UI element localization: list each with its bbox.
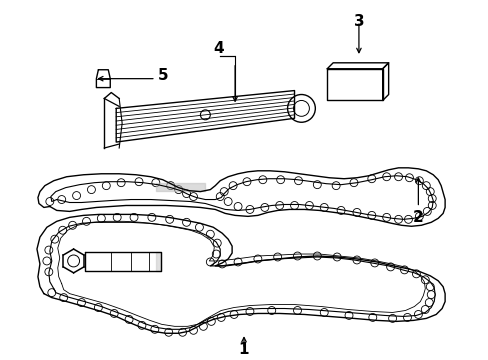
Text: 5: 5 [157,68,168,83]
Text: 1: 1 [238,342,249,357]
Polygon shape [156,252,161,271]
Text: 3: 3 [353,14,364,29]
Text: 4: 4 [212,41,223,57]
Text: 2: 2 [412,210,423,225]
